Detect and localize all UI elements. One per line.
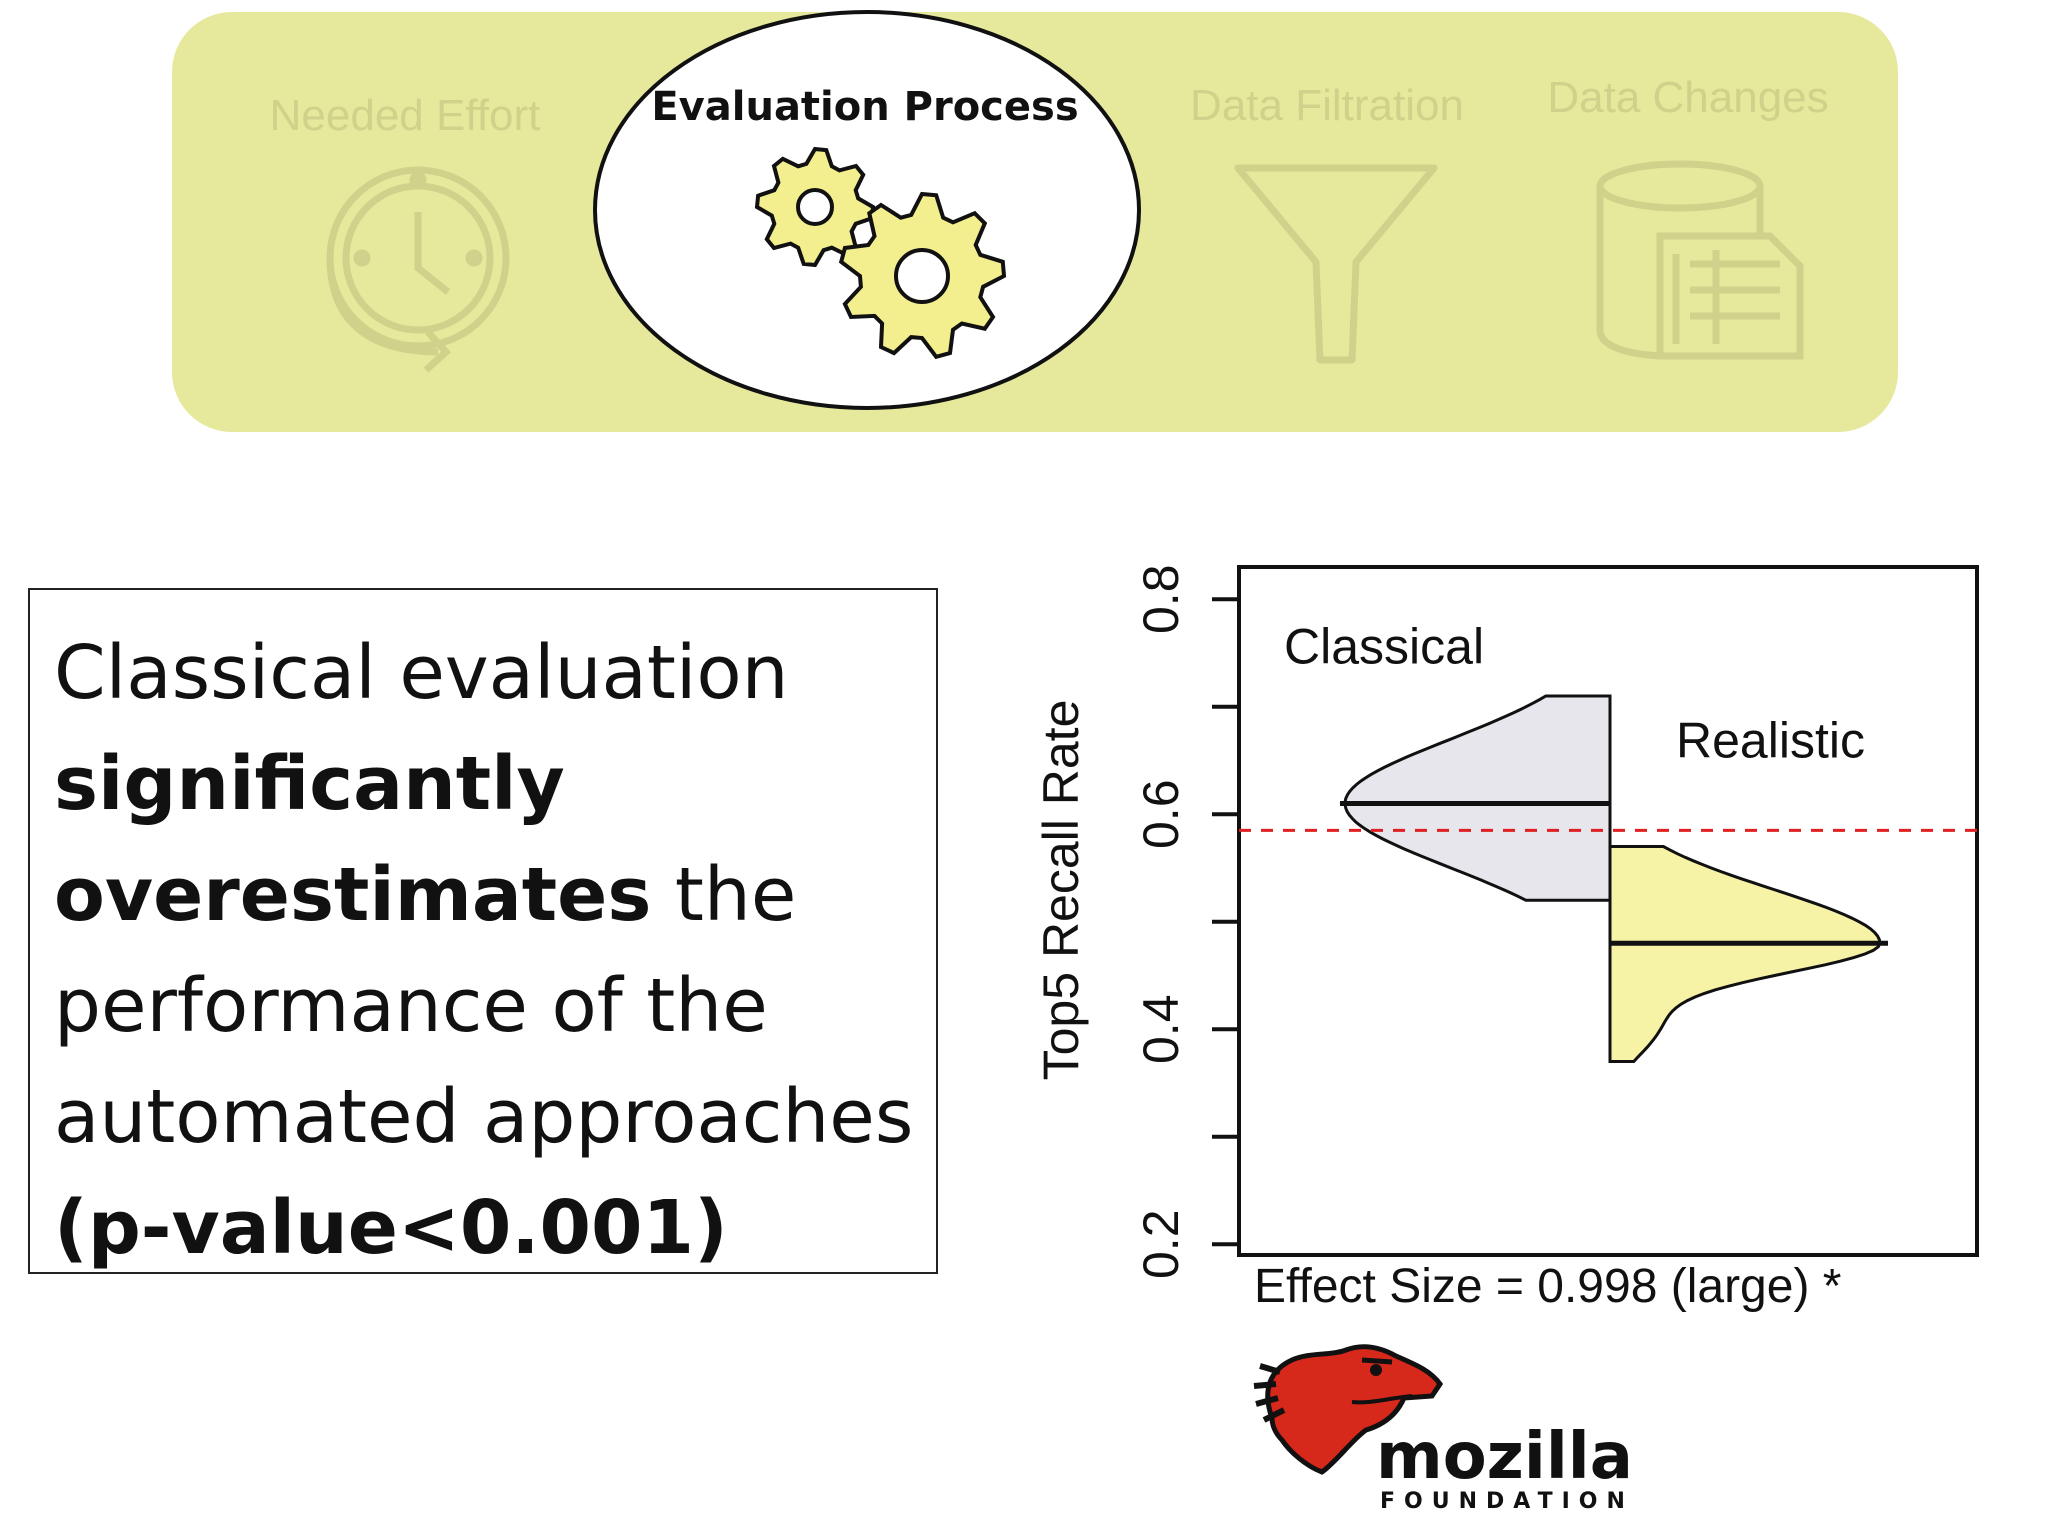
logo-wordmark: mozilla xyxy=(1376,1420,1633,1494)
y-tick-label: 0.8 xyxy=(1133,564,1189,634)
series-label-realistic: Realistic xyxy=(1676,713,1865,769)
y-axis-label: Top5 Recall Rate xyxy=(1033,700,1089,1081)
mozilla-foundation-logo: mozilla FOUNDATION xyxy=(1253,1344,1634,1514)
conclusion-line-2: significantly xyxy=(54,729,912,840)
y-tick-label: 0.2 xyxy=(1133,1209,1189,1279)
violin-chart: 0.2 0.4 0.6 0.8 Top5 Recall Rate Classical R… xyxy=(1033,564,1979,1313)
database-document-icon xyxy=(1596,160,1804,360)
emphasis-significantly: significantly xyxy=(54,741,565,827)
step-label-data-changes: Data Changes xyxy=(1547,73,1828,122)
step-label-data-filtration: Data Filtration xyxy=(1190,81,1464,130)
conclusion-line-3-rest: the xyxy=(651,852,797,938)
step-label-needed-effort: Needed Effort xyxy=(270,91,541,140)
funnel-icon xyxy=(1234,164,1438,364)
emphasis-p-value: (p-value<0.001) xyxy=(54,1185,728,1271)
conclusion-line-3: overestimates the xyxy=(54,840,912,951)
step-data-filtration: Data Filtration xyxy=(1190,81,1464,364)
conclusion-line-1: Classical evaluation xyxy=(54,630,789,716)
step-needed-effort: Needed Effort xyxy=(270,91,541,373)
gears-icon xyxy=(754,146,1007,360)
step-data-changes: Data Changes xyxy=(1547,73,1829,360)
clock-cycle-icon xyxy=(326,166,510,373)
series-label-classical: Classical xyxy=(1284,618,1484,674)
violin-classical xyxy=(1343,694,1612,902)
step-label-evaluation-process: Evaluation Process xyxy=(651,84,1078,130)
conclusion-box: Classical evaluation significantly overe… xyxy=(28,588,938,1274)
y-tick-label: 0.4 xyxy=(1133,994,1189,1064)
step-evaluation-process: Evaluation Process xyxy=(593,10,1141,410)
logo-subtext: FOUNDATION xyxy=(1380,1489,1634,1514)
conclusion-line-4: performance of the xyxy=(54,963,768,1049)
conclusion-line-6: (p-value<0.001) xyxy=(54,1173,912,1284)
conclusion-line-5: automated approaches xyxy=(54,1074,914,1160)
x-axis-label: Effect Size = 0.998 (large) * xyxy=(1254,1260,1841,1313)
dinosaur-head-icon xyxy=(1253,1344,1444,1475)
y-tick-label: 0.6 xyxy=(1133,779,1189,849)
emphasis-overestimates: overestimates xyxy=(54,852,652,938)
violin-realistic xyxy=(1608,845,1882,1063)
process-banner: Needed Effort Evaluation Process xyxy=(172,10,1898,432)
y-axis: 0.2 0.4 0.6 0.8 xyxy=(1133,564,1241,1279)
plot-frame xyxy=(1237,565,1979,1257)
